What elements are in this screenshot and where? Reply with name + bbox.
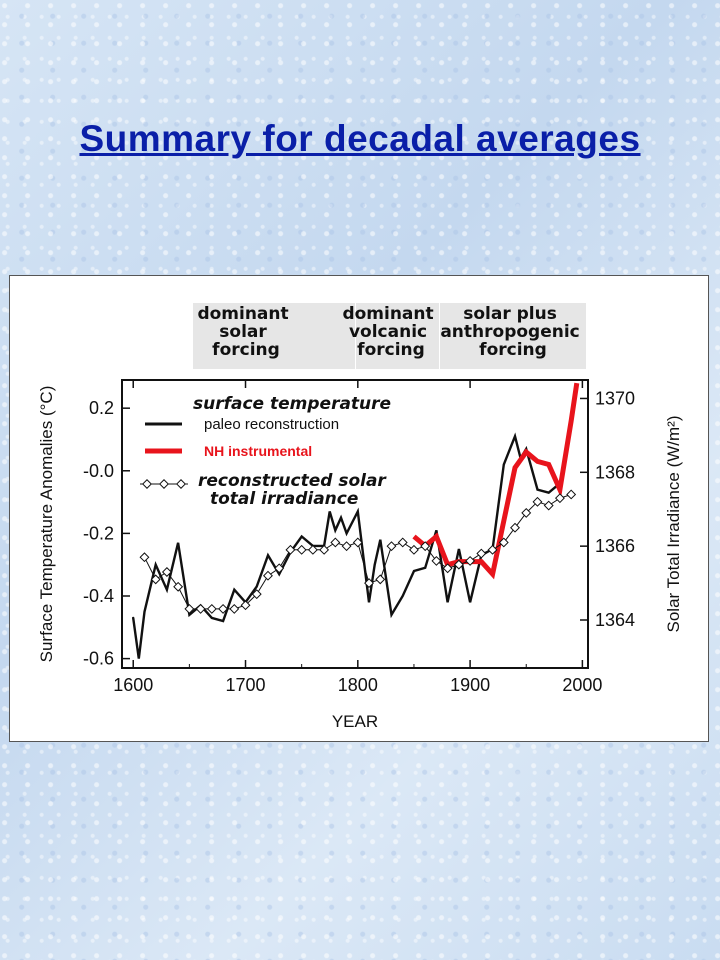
solar-data-point xyxy=(476,548,487,559)
solar-data-point xyxy=(150,574,161,585)
solar-data-point xyxy=(274,563,285,574)
y-left-tick-label: 0.2 xyxy=(89,398,114,418)
solar-data-point xyxy=(251,589,262,600)
y-right-tick-label: 1366 xyxy=(595,536,635,556)
solar-data-point xyxy=(532,496,543,507)
solar-data-point xyxy=(375,574,386,585)
svg-text:dominant solar for: dominant solar forcing xyxy=(197,304,294,360)
solar-data-point xyxy=(465,555,476,566)
y-right-tick-label: 1364 xyxy=(595,610,635,630)
solar-data-point xyxy=(510,522,520,533)
legend-solar-line2: total irradiance xyxy=(210,489,358,509)
chart: dominant solar forcing dominant volcanic… xyxy=(37,303,683,731)
solar-data-point xyxy=(453,559,464,570)
svg-text:dominant volcanic: dominant volcanic forcing xyxy=(342,304,439,360)
solar-data-point xyxy=(139,552,150,563)
y-left-tick-label: -0.6 xyxy=(83,649,114,669)
solar-data-point xyxy=(420,541,431,552)
legend-solar-line1: reconstructed solar xyxy=(198,471,387,491)
solar-data-point xyxy=(330,537,341,548)
legend: surface temperature paleo reconstruction… xyxy=(140,394,391,509)
x-axis-title: YEAR xyxy=(332,712,378,731)
y-left-tick-label: -0.4 xyxy=(83,586,114,606)
band-solar-line1: dominant xyxy=(197,304,288,324)
solar-data-point xyxy=(184,603,195,614)
band-volcanic-line3: forcing xyxy=(357,340,425,360)
solar-data-point xyxy=(352,537,363,548)
legend-nh-label: NH instrumental xyxy=(204,443,312,459)
solar-data-point xyxy=(409,544,419,555)
x-tick-label: 1900 xyxy=(450,675,490,695)
plot-area xyxy=(121,379,589,669)
solar-data-point xyxy=(195,603,206,614)
solar-data-point xyxy=(554,493,565,504)
svg-text:solar plus anthropogenic: solar plus anthropogenic forcing xyxy=(440,304,585,360)
band-anthro-line1: solar plus xyxy=(463,304,557,324)
figure-frame: dominant solar forcing dominant volcanic… xyxy=(9,275,709,742)
y-left-tick-label: -0.2 xyxy=(83,523,114,543)
y-left-tick-label: -0.0 xyxy=(83,461,114,481)
solar-data-point xyxy=(487,544,498,555)
axes-layer: 1600 1700 1800 1900 2000 0.2 -0.0 -0.2 -0.4 -0.6 1… xyxy=(83,380,635,695)
band-solar-line2: solar xyxy=(219,322,267,342)
band-solar-line3: forcing xyxy=(212,340,280,360)
solar-data-point xyxy=(240,600,251,611)
solar-data-point xyxy=(431,555,442,566)
band-volcanic-line2: volcanic xyxy=(349,322,427,342)
legend-temp-header: surface temperature xyxy=(193,394,391,414)
right-axis-title: Solar Total Irradiance (W/m²) xyxy=(664,416,683,633)
solar-data-point xyxy=(364,578,374,589)
solar-data-point xyxy=(161,567,172,577)
x-tick-label: 2000 xyxy=(562,675,602,695)
series-line-nh-instrumental xyxy=(412,382,580,580)
solar-data-point xyxy=(307,544,318,555)
solar-data-point xyxy=(521,507,532,518)
x-tick-label: 1600 xyxy=(113,675,153,695)
solar-data-point xyxy=(386,541,397,552)
solar-data-point xyxy=(543,500,554,511)
solar-data-point xyxy=(263,570,273,581)
solar-data-point xyxy=(173,581,184,592)
slide-title: Summary for decadal averages xyxy=(79,118,641,159)
band-anthro-line3: forcing xyxy=(479,340,547,360)
solar-data-point xyxy=(296,544,307,555)
forcing-band-solar xyxy=(193,303,355,369)
left-axis-title: Surface Temperature Anomalies (°C) xyxy=(37,386,56,663)
forcing-band-volcanic xyxy=(356,303,439,369)
legend-solar-swatch xyxy=(140,479,188,489)
forcing-band-anthropogenic xyxy=(440,303,586,369)
x-tick-label: 1800 xyxy=(338,675,378,695)
x-tick-label: 1700 xyxy=(225,675,265,695)
solar-data-point xyxy=(397,537,408,548)
legend-paleo-label: paleo reconstruction xyxy=(204,416,339,433)
solar-data-point xyxy=(442,563,453,574)
solar-data-point xyxy=(341,541,352,552)
band-volcanic-line1: dominant xyxy=(342,304,433,324)
y-right-tick-label: 1368 xyxy=(595,462,635,482)
solar-data-point xyxy=(285,544,296,555)
solar-data-point xyxy=(566,489,577,500)
series-layer xyxy=(131,382,580,659)
solar-data-point xyxy=(319,544,330,555)
solar-data-point xyxy=(229,603,240,614)
y-right-tick-label: 1370 xyxy=(595,388,635,408)
solar-data-point xyxy=(498,537,509,548)
band-anthro-line2: anthropogenic xyxy=(440,322,579,342)
solar-data-point xyxy=(218,603,229,614)
solar-data-point xyxy=(206,603,217,614)
